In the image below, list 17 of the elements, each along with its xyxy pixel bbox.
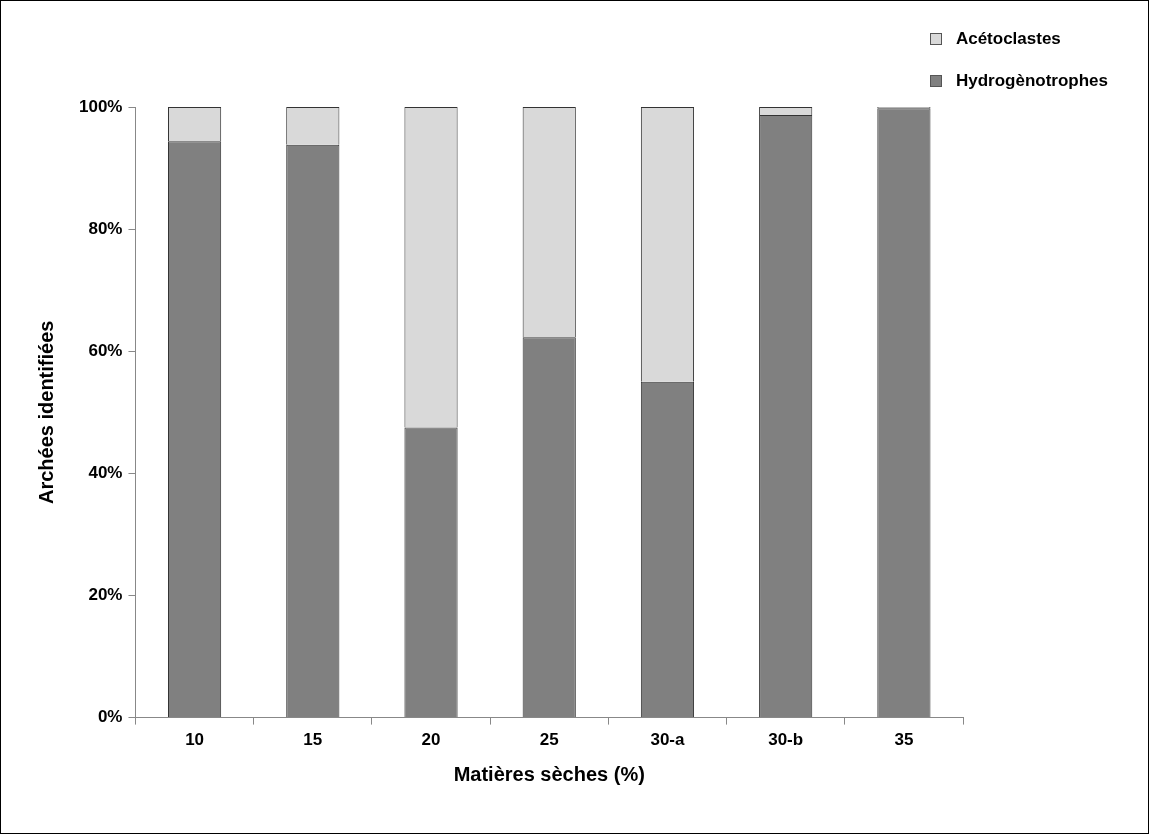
x-tick-label: 30-b bbox=[768, 730, 804, 750]
y-tick-label: 100% bbox=[79, 96, 123, 116]
x-tick-label: 10 bbox=[185, 730, 205, 750]
x-tick-label: 15 bbox=[303, 730, 323, 750]
y-tick-label: 60% bbox=[88, 340, 123, 360]
x-tick-label: 25 bbox=[539, 730, 559, 750]
x-tick-label: 30-a bbox=[650, 730, 686, 750]
legend-label: Acétoclastes bbox=[955, 29, 1061, 49]
y-axis-title: Archées identifiées bbox=[34, 320, 57, 505]
legend-label: Hydrogènotrophes bbox=[955, 71, 1108, 91]
y-tick-label: 80% bbox=[88, 218, 123, 238]
x-tick-label: 35 bbox=[894, 730, 914, 750]
x-tick-label: 20 bbox=[421, 730, 441, 750]
y-tick-label: 0% bbox=[97, 707, 123, 727]
y-tick-label: 20% bbox=[88, 585, 123, 605]
y-tick-label: 40% bbox=[88, 463, 123, 483]
x-axis-title: Matières sèches (%) bbox=[453, 762, 645, 785]
